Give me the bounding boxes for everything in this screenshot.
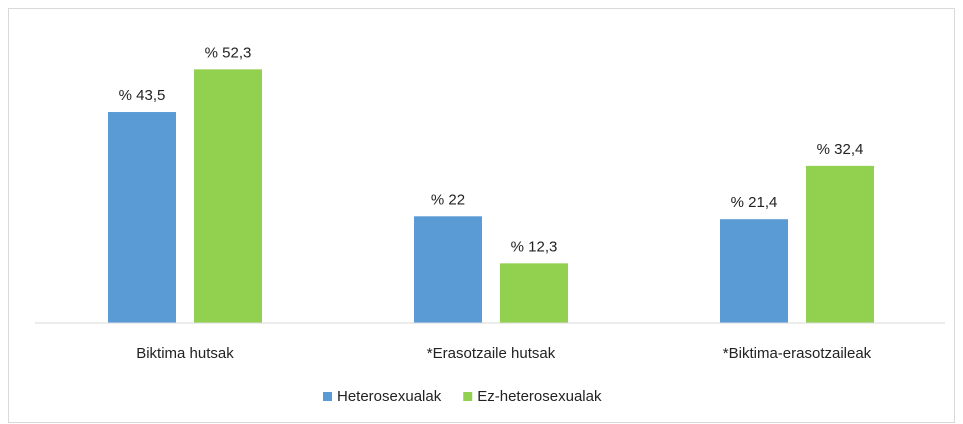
x-tick-label: Biktima hutsak bbox=[136, 345, 234, 362]
x-tick-label: *Erasotzaile hutsak bbox=[427, 345, 556, 362]
data-label: % 12,3 bbox=[511, 238, 558, 255]
legend-swatch bbox=[463, 392, 473, 401]
legend-label: Ez-heterosexualak bbox=[477, 388, 602, 405]
legend-label: Heterosexualak bbox=[337, 388, 442, 405]
bar bbox=[414, 216, 482, 323]
bar bbox=[500, 263, 568, 323]
data-label: % 32,4 bbox=[817, 141, 864, 158]
bar bbox=[720, 219, 788, 323]
data-label: % 21,4 bbox=[731, 194, 778, 211]
bar bbox=[194, 69, 262, 323]
legend-swatch bbox=[323, 392, 332, 401]
bar bbox=[806, 165, 874, 323]
data-label: % 43,5 bbox=[119, 87, 166, 104]
data-label: % 22 bbox=[431, 191, 465, 208]
x-tick-label: *Biktima-erasotzaileak bbox=[723, 345, 872, 362]
data-label: % 52,3 bbox=[205, 44, 252, 61]
bar bbox=[108, 112, 176, 324]
